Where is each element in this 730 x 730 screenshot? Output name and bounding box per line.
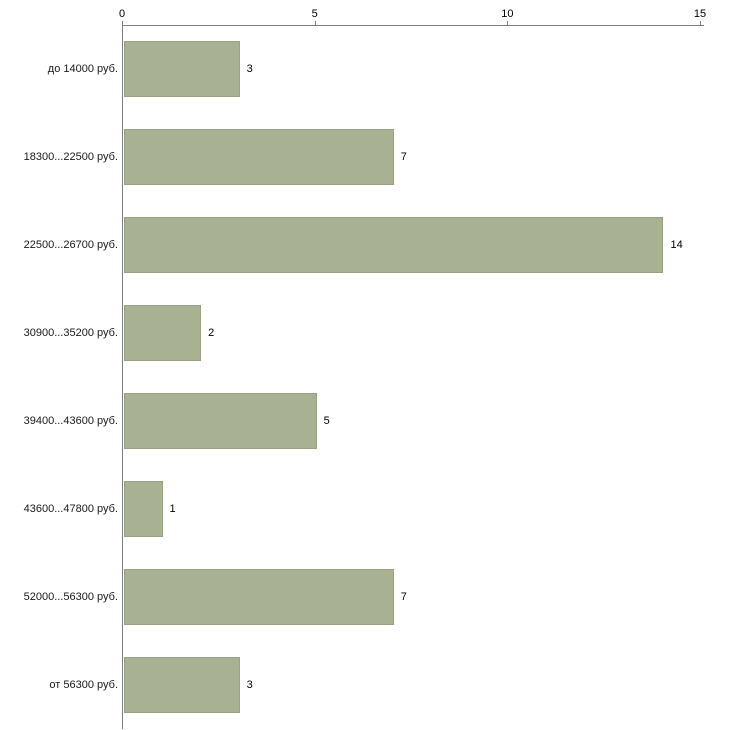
category-label: 22500...26700 руб.	[23, 239, 118, 251]
x-tick-mark	[314, 21, 316, 25]
bar	[124, 569, 394, 625]
x-tick-label: 0	[118, 8, 126, 20]
bar-row: 18300...22500 руб. 7	[0, 113, 730, 201]
bar-row: от 56300 руб. 3	[0, 641, 730, 729]
bar-track: 3	[124, 641, 702, 729]
x-tick-mark	[122, 21, 123, 25]
bar	[124, 393, 317, 449]
bar-track: 2	[124, 289, 702, 377]
bar	[124, 129, 394, 185]
x-tick-mark	[507, 21, 509, 25]
x-tick-mark	[700, 21, 701, 25]
bar-value-label: 5	[323, 415, 330, 427]
bar-track: 1	[124, 465, 702, 553]
bar-value-label: 3	[246, 679, 253, 691]
category-label: 18300...22500 руб.	[23, 151, 118, 163]
bar	[124, 481, 163, 537]
bar-row: 43600...47800 руб. 1	[0, 465, 730, 553]
category-label: 30900...35200 руб.	[23, 327, 118, 339]
x-tick-label: 5	[311, 8, 318, 20]
x-tick-label: 10	[501, 8, 514, 20]
x-axis-line	[122, 25, 704, 26]
bar	[124, 41, 240, 97]
bar-value-label: 1	[169, 503, 176, 515]
bar-track: 14	[124, 201, 702, 289]
bar	[124, 217, 664, 273]
bar-track: 7	[124, 113, 702, 201]
x-tick-label: 15	[693, 8, 707, 20]
y-axis-line	[122, 25, 123, 729]
bars-area: до 14000 руб. 3 18300...22500 руб. 7 22500..…	[0, 25, 730, 729]
category-label: 52000...56300 руб.	[23, 591, 118, 603]
category-label: 43600...47800 руб.	[23, 503, 118, 515]
bar-row: 52000...56300 руб. 7	[0, 553, 730, 641]
bar-track: 3	[124, 25, 702, 113]
x-axis: 0 5 10 15	[118, 0, 706, 25]
bar-row: 30900...35200 руб. 2	[0, 289, 730, 377]
bar-value-label: 7	[400, 591, 407, 603]
bar-row: 39400...43600 руб. 5	[0, 377, 730, 465]
bar-track: 7	[124, 553, 702, 641]
bar-row: 22500...26700 руб. 14	[0, 201, 730, 289]
category-label: 39400...43600 руб.	[23, 415, 118, 427]
bar-value-label: 2	[208, 327, 215, 339]
bar-value-label: 7	[400, 151, 407, 163]
bar-value-label: 14	[670, 239, 683, 251]
category-label: до 14000 руб.	[47, 63, 118, 75]
bar	[124, 305, 202, 361]
bar-track: 5	[124, 377, 702, 465]
bar-row: до 14000 руб. 3	[0, 25, 730, 113]
bar-value-label: 3	[246, 63, 253, 75]
category-label: от 56300 руб.	[49, 679, 118, 691]
bar	[124, 657, 240, 713]
